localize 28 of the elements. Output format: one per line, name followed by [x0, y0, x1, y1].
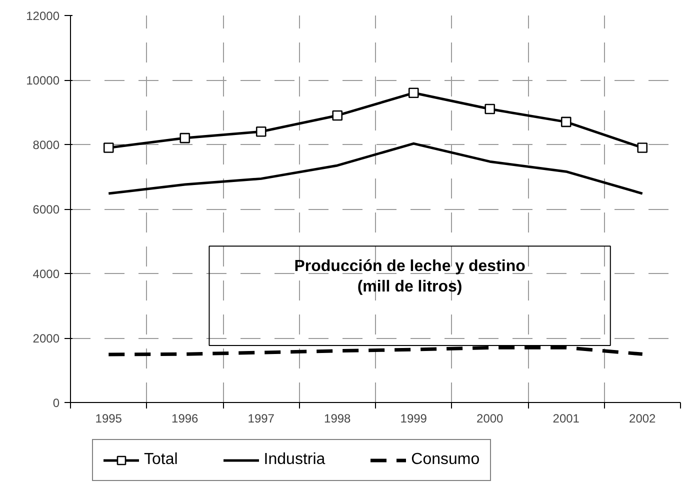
y-tick-label: 8000 [32, 138, 60, 152]
point [408, 88, 419, 98]
y-tick-label: 4000 [32, 267, 60, 281]
point [103, 142, 114, 153]
x-tick-label: 2001 [552, 412, 580, 426]
x-tick-label: 1996 [172, 412, 199, 426]
legend-label: Industria [264, 451, 326, 469]
x-tick-label: 1999 [400, 412, 428, 426]
point [637, 142, 648, 153]
point [484, 104, 496, 114]
x-tick-label: 2000 [476, 412, 504, 426]
point [560, 116, 572, 128]
point [332, 110, 343, 121]
x-tick-label: 1997 [248, 412, 275, 426]
legend-label: Consumo [411, 451, 480, 469]
y-tick-label: 12000 [26, 9, 60, 23]
text: Producción de leche y destino (mill de litros) [294, 258, 526, 296]
point [180, 132, 190, 144]
x-tick-label: 1998 [324, 412, 352, 426]
x-tick-label: 1995 [95, 412, 122, 426]
y-tick-label: 6000 [32, 202, 60, 216]
line-series [107, 142, 644, 195]
x-tick-label: 2002 [629, 412, 656, 426]
legend-label: Total [144, 451, 178, 469]
y-tick-label: 2000 [32, 332, 60, 346]
y-tick-label: 0 [52, 396, 60, 410]
y-tick-label: 10000 [26, 74, 60, 88]
point [256, 126, 266, 137]
